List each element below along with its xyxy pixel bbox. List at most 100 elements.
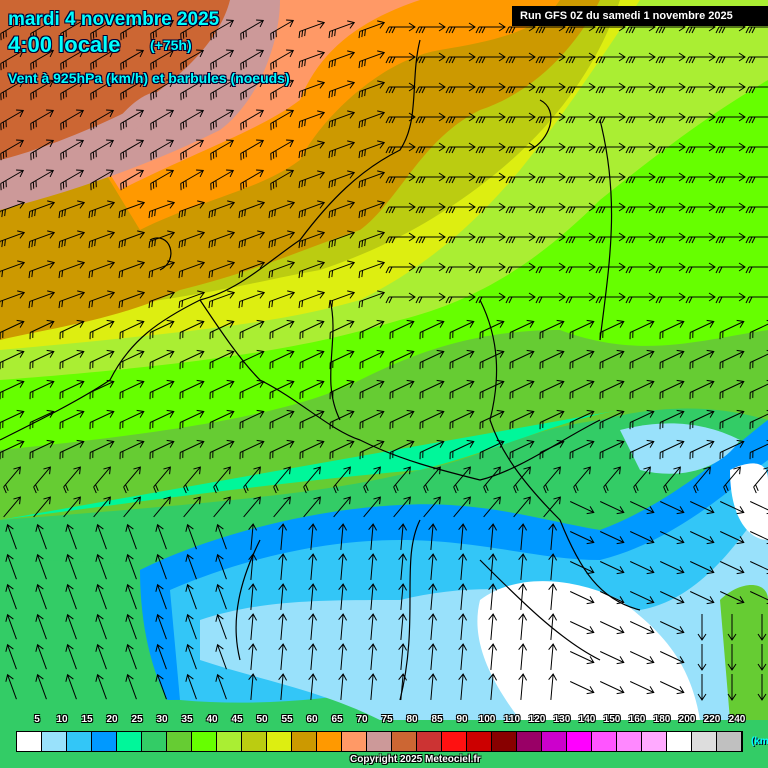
wind-barb-icon xyxy=(600,651,625,665)
wind-barb-icon xyxy=(299,409,325,430)
wind-barb-icon xyxy=(210,49,235,71)
wind-barb-icon xyxy=(727,644,737,671)
wind-barb-icon xyxy=(475,172,506,184)
legend-swatch xyxy=(117,732,142,751)
wind-barb-icon xyxy=(685,202,716,214)
wind-barb-icon xyxy=(570,531,595,545)
wind-barb-icon xyxy=(570,591,595,605)
wind-barb-icon xyxy=(269,409,295,430)
wind-barb-icon xyxy=(570,681,595,695)
wind-barb-icon xyxy=(685,82,716,94)
wind-barb-icon xyxy=(3,496,21,518)
wind-barb-icon xyxy=(595,22,626,34)
wind-barb-icon xyxy=(58,230,86,249)
wind-barb-icon xyxy=(458,643,468,670)
wind-barb-icon xyxy=(328,80,356,99)
legend-label: 75 xyxy=(381,714,393,725)
wind-barb-icon xyxy=(398,673,408,700)
wind-barb-icon xyxy=(393,466,411,494)
wind-barb-icon xyxy=(629,319,655,340)
wind-barb-icon xyxy=(298,80,326,99)
legend-label: 35 xyxy=(181,714,193,725)
wind-barb-icon xyxy=(278,523,288,550)
wind-barb-icon xyxy=(445,232,476,244)
legend-swatch xyxy=(592,732,617,751)
wind-barb-icon xyxy=(749,439,768,460)
wind-barb-icon xyxy=(630,531,655,545)
wind-barb-icon xyxy=(505,202,536,214)
wind-barb-icon xyxy=(248,523,258,550)
wind-barb-icon xyxy=(328,260,356,279)
wind-barb-icon xyxy=(419,409,445,430)
wind-barb-icon xyxy=(59,319,85,340)
wind-barb-icon xyxy=(58,260,86,279)
wind-barb-icon xyxy=(488,583,498,610)
wind-barbs xyxy=(0,19,768,701)
wind-barb-icon xyxy=(630,681,655,695)
wind-barb-icon xyxy=(535,22,566,34)
wind-barb-icon xyxy=(513,496,531,518)
wind-barb-icon xyxy=(393,496,411,518)
wind-barb-icon xyxy=(248,613,258,640)
wind-barb-icon xyxy=(65,643,77,670)
wind-barb-icon xyxy=(368,643,378,670)
wind-barb-icon xyxy=(630,501,655,515)
wind-barb-icon xyxy=(535,112,566,124)
wind-barb-icon xyxy=(689,409,715,430)
wind-barb-icon xyxy=(93,496,111,518)
wind-barb-icon xyxy=(213,466,231,494)
legend-label: 60 xyxy=(306,714,318,725)
legend-swatch xyxy=(617,732,642,751)
wind-barb-icon xyxy=(239,319,265,340)
wind-barb-icon xyxy=(449,319,475,340)
wind-barb-icon xyxy=(363,496,381,518)
wind-barb-icon xyxy=(35,613,47,640)
wind-barb-icon xyxy=(389,439,415,460)
wind-barb-icon xyxy=(685,232,716,244)
wind-barb-icon xyxy=(30,109,55,131)
wind-barb-icon xyxy=(363,466,381,494)
legend-swatch xyxy=(317,732,342,751)
wind-barb-icon xyxy=(63,496,81,518)
wind-barb-icon xyxy=(539,319,565,340)
wind-barb-icon xyxy=(208,230,236,249)
wind-barb-icon xyxy=(445,82,476,94)
wind-barb-icon xyxy=(569,439,595,460)
wind-barb-icon xyxy=(269,319,295,340)
wind-barb-icon xyxy=(458,553,468,580)
wind-barb-icon xyxy=(428,643,438,670)
wind-barb-icon xyxy=(595,202,626,214)
wind-barb-icon xyxy=(215,613,227,640)
wind-barb-icon xyxy=(505,292,536,304)
wind-barb-icon xyxy=(329,409,355,430)
wind-barb-icon xyxy=(663,466,681,494)
wind-barb-icon xyxy=(329,439,355,460)
wind-barb-icon xyxy=(270,19,295,41)
wind-barb-icon xyxy=(385,202,416,214)
wind-barb-icon xyxy=(655,292,686,304)
wind-barb-icon xyxy=(240,109,265,131)
wind-barb-icon xyxy=(298,290,326,309)
wind-barb-icon xyxy=(125,523,137,550)
wind-barb-icon xyxy=(240,19,265,41)
wind-barb-icon xyxy=(475,112,506,124)
wind-barb-icon xyxy=(505,232,536,244)
wind-barb-icon xyxy=(328,200,356,219)
wind-barb-icon xyxy=(89,379,115,400)
wind-barb-icon xyxy=(60,19,85,41)
wind-barb-icon xyxy=(65,553,77,580)
wind-barb-icon xyxy=(88,260,116,279)
wind-barb-icon xyxy=(445,22,476,34)
wind-barb-icon xyxy=(95,673,107,700)
wind-barb-icon xyxy=(298,110,326,129)
wind-barb-icon xyxy=(308,673,318,700)
wind-barb-icon xyxy=(248,553,258,580)
wind-barb-icon xyxy=(95,583,107,610)
wind-barb-icon xyxy=(299,319,325,340)
wind-barb-icon xyxy=(278,553,288,580)
wind-barb-icon xyxy=(565,52,596,64)
wind-barb-icon xyxy=(458,673,468,700)
wind-barb-icon xyxy=(428,613,438,640)
wind-barb-icon xyxy=(180,19,205,41)
wind-barb-icon xyxy=(475,232,506,244)
